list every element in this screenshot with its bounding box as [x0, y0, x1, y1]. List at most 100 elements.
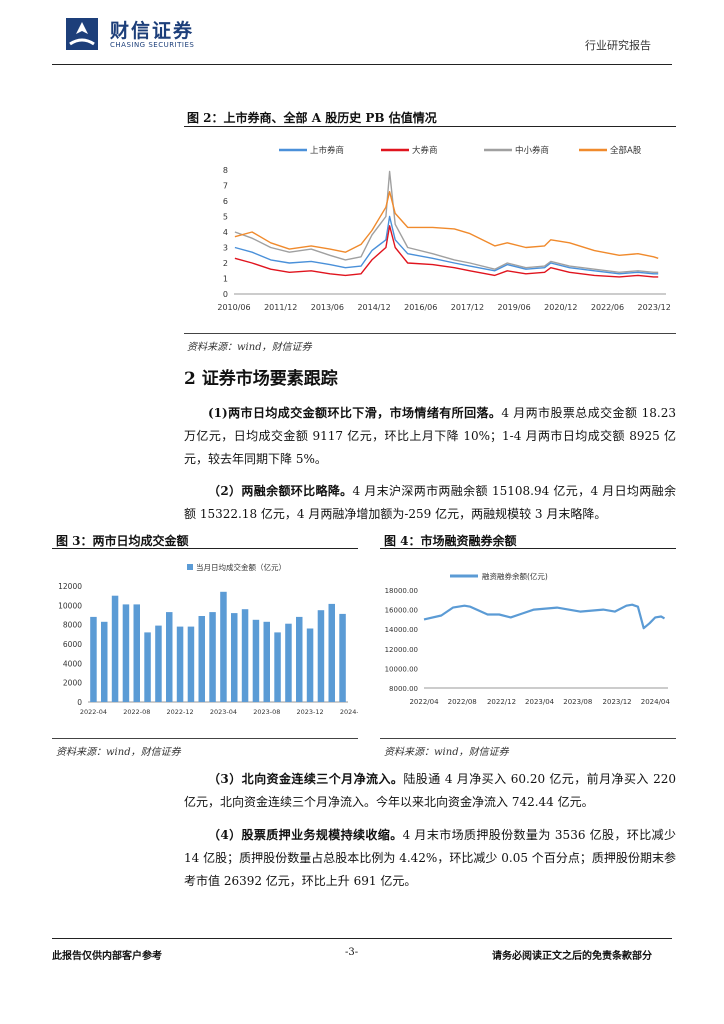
paragraph-3-text: 陆股通 4 月净买入 60.20 亿元，前月净买入 220 亿元，北向资金连续三…	[184, 772, 677, 809]
figure4-title: 图 4：市场融资融券余额	[384, 534, 517, 548]
y-tick-label: 12000	[58, 582, 82, 591]
y-tick-label: 6000	[63, 640, 82, 649]
figure3-title: 图 3：两市日均成交金额	[56, 534, 189, 548]
x-tick-label: 2023-12	[297, 708, 324, 716]
legend-label: 上市券商	[310, 145, 344, 156]
bar	[176, 626, 184, 702]
bar	[209, 612, 216, 702]
y-tick-label: 10000	[58, 601, 82, 610]
series-line	[234, 215, 659, 275]
paragraph-4-text: 4 月末市场质押股份数量为 3536 亿股，环比减少 14 亿股；质押股份数量占…	[184, 828, 676, 888]
figure3-source: 资料来源：wind，财信证券	[56, 747, 181, 758]
y-tick-label: 8000	[63, 621, 82, 630]
footer-disclaimer-right: 请务必阅读正文之后的免责条款部分	[492, 951, 652, 962]
y-tick-label: 18000.00	[385, 587, 418, 595]
paragraph-1-heading: (1)两市日均成交金额环比下滑，市场情绪有所回落。	[208, 406, 502, 420]
paragraph-4-heading: （4）股票质押业务规模持续收缩。	[208, 828, 403, 842]
company-logo-icon	[66, 18, 98, 50]
y-tick-label: 2000	[63, 679, 82, 688]
x-tick-label: 2023/12	[638, 303, 671, 312]
y-tick-label: 8000.00	[389, 685, 418, 693]
bar	[306, 628, 314, 702]
y-tick-label: 4000	[63, 659, 82, 668]
paragraph-2: （2）两融余额环比略降。4 月末沪深两市两融余额 15108.94 亿元，4 月…	[184, 480, 676, 526]
figure2-bottom-rule	[184, 333, 676, 334]
company-name-en: CHASING SECURITIES	[110, 41, 195, 49]
x-tick-label: 2017/12	[451, 303, 484, 312]
header-rule	[52, 64, 672, 65]
series-line	[423, 603, 666, 630]
legend-label: 大券商	[412, 145, 438, 156]
x-tick-label: 2010/06	[217, 303, 250, 312]
y-tick-label: 10000.00	[385, 665, 418, 673]
page-number: -3-	[345, 947, 359, 958]
x-tick-label: 2024/04	[641, 698, 671, 706]
x-tick-label: 2022-08	[123, 708, 150, 716]
y-tick-label: 6	[223, 197, 228, 206]
legend-label: 当月日均成交金额（亿元）	[196, 562, 286, 572]
legend-label: 融资融券余额(亿元)	[482, 571, 548, 581]
legend-label: 全部A股	[610, 145, 642, 156]
y-tick-label: 4	[223, 228, 228, 237]
y-tick-label: 7	[223, 182, 228, 191]
x-tick-label: 2022/12	[487, 698, 516, 706]
figure3-top-rule	[52, 548, 358, 549]
bar	[133, 604, 140, 702]
bar	[144, 632, 151, 702]
x-tick-label: 2023-04	[210, 708, 237, 716]
pb-valuation-chart: 0 1 2 3 4 5 6 7 8 2010/06 2011/12 2013/06 2014/12 201…	[217, 145, 671, 312]
x-tick-label: 2023/04	[525, 698, 555, 706]
legend-label: 中小券商	[515, 145, 549, 156]
y-tick-label: 8	[223, 166, 228, 175]
x-tick-label: 2022-12	[167, 708, 194, 716]
x-tick-label: 2016/06	[404, 303, 437, 312]
bar	[285, 623, 292, 702]
series-line	[234, 170, 659, 274]
y-tick-label: 12000.00	[385, 646, 418, 654]
figure4-source: 资料来源：wind，财信证券	[384, 747, 509, 758]
y-tick-label: 14000.00	[385, 626, 418, 634]
figure3-bottom-rule	[52, 738, 358, 739]
bar	[101, 621, 108, 702]
bar	[111, 595, 119, 702]
bar	[296, 616, 303, 702]
y-tick-label: 0	[223, 290, 228, 299]
bar	[90, 616, 97, 702]
report-type: 行业研究报告	[585, 39, 651, 52]
paragraph-2-heading: （2）两融余额环比略降。	[208, 484, 353, 498]
y-tick-label: 5	[223, 213, 228, 222]
figure2-source: 资料来源：wind，财信证券	[187, 342, 312, 353]
series-line	[234, 225, 659, 278]
y-tick-label: 1	[223, 275, 228, 284]
legend-swatch	[187, 564, 193, 570]
bar	[198, 616, 205, 702]
x-tick-label: 2022/04	[409, 698, 439, 706]
x-tick-label: 2022/08	[448, 698, 477, 706]
x-tick-label: 2022-04	[80, 708, 107, 716]
paragraph-3: （3）北向资金连续三个月净流入。陆股通 4 月净买入 60.20 亿元，前月净买…	[184, 768, 676, 814]
footer-disclaimer-left: 此报告仅供内部客户参考	[52, 951, 162, 962]
daily-turnover-chart: 0 2000 4000 6000 8000 10000 12000 当月日均成交金额（亿元） 2…	[58, 562, 358, 716]
x-tick-label: 2019/06	[497, 303, 530, 312]
footer-rule	[52, 938, 672, 939]
y-tick-label: 2	[223, 259, 228, 268]
bar	[122, 604, 130, 702]
figure4-bottom-rule	[380, 738, 676, 739]
company-name-cn: 财信证券	[110, 20, 195, 42]
x-tick-label: 2023-08	[253, 708, 280, 716]
paragraph-3-heading: （3）北向资金连续三个月净流入。	[208, 772, 404, 786]
y-tick-label: 16000.00	[385, 607, 418, 615]
bar	[328, 603, 335, 702]
figure2-top-rule	[184, 126, 676, 127]
paragraph-1-text: 4 月两市股票总成交金额 18.23 万亿元，日均成交金额 9117 亿元，环比…	[184, 406, 676, 466]
figure4-top-rule	[380, 548, 676, 549]
bar	[317, 610, 325, 702]
paragraph-2-text: 4 月末沪深两市两融余额 15108.94 亿元，4 月日均两融余额 15322…	[184, 484, 676, 521]
margin-balance-chart: 8000.00 10000.00 12000.00 14000.00 16000.00 1…	[385, 571, 671, 706]
x-tick-label: 2022/06	[591, 303, 624, 312]
section-title: 2 证券市场要素跟踪	[184, 369, 338, 389]
bar	[263, 621, 270, 702]
bar	[166, 612, 173, 702]
figure2-title: 图 2：上市券商、全部 A 股历史 PB 估值情况	[187, 111, 437, 125]
x-tick-label: 2023/08	[563, 698, 592, 706]
